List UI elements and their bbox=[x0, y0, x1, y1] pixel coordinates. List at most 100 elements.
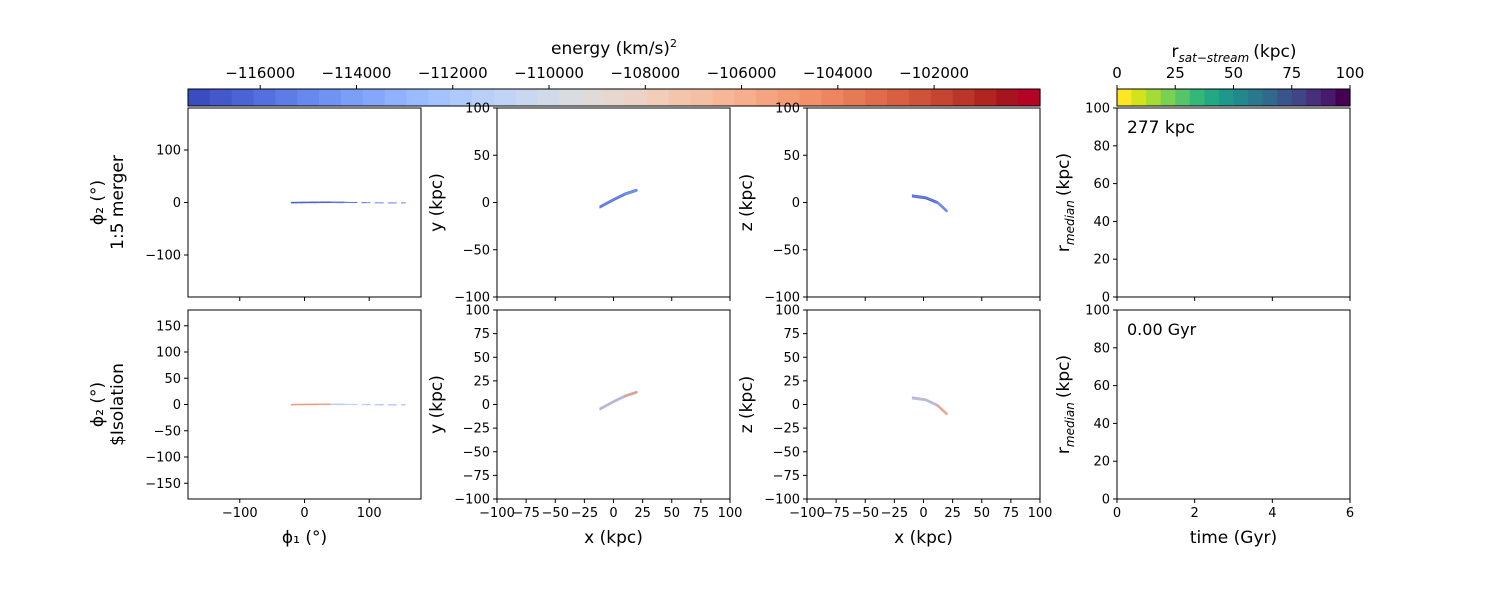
colorbar-cell bbox=[406, 89, 429, 106]
y-axis-label: y (kpc) bbox=[427, 173, 447, 232]
distance-colorbar-ticks: 0 25 50 75 100 bbox=[1112, 64, 1364, 89]
x-tick-label: 100 bbox=[1028, 506, 1053, 521]
y-tick-label: 50 bbox=[783, 149, 800, 164]
colorbar-cell bbox=[1320, 89, 1337, 106]
y-tick-label: −50 bbox=[773, 243, 800, 258]
colorbar-cell bbox=[887, 89, 910, 106]
x-axis-label: x (kpc) bbox=[584, 528, 643, 548]
y-axis-label: z (kpc) bbox=[737, 376, 757, 434]
x-tick-label: 75 bbox=[693, 506, 710, 521]
y-tick-label: 40 bbox=[1093, 417, 1110, 432]
panel-sky_merger: −100 0 100 ϕ₂ (°) 1:5 merger bbox=[88, 107, 422, 301]
stream-tip bbox=[936, 404, 948, 416]
colorbar-cell bbox=[253, 89, 276, 106]
panel-xz_isolation: −100−75 −50 −25 0 25 50 75 100−100−75−50−250255… bbox=[737, 304, 1052, 549]
colorbar-tick-label: −108000 bbox=[610, 64, 680, 82]
colorbar-cell bbox=[821, 89, 844, 106]
panel-xz_merger: −100 −50 0 50 100 z (kpc) bbox=[737, 102, 1041, 306]
y-axis-label-group: 1:5 merger bbox=[108, 155, 128, 250]
y-tick-label: 150 bbox=[156, 319, 181, 334]
y-tick-label: −50 bbox=[463, 243, 490, 258]
colorbar-cell bbox=[908, 89, 932, 106]
colorbar-tick-label: −106000 bbox=[707, 64, 777, 82]
colorbar-cell bbox=[865, 89, 888, 106]
colorbar-cell bbox=[537, 89, 560, 106]
energy-colorbar-frame bbox=[187, 88, 1041, 107]
y-tick-label: −100 bbox=[764, 493, 800, 508]
colorbar-tick-label: 100 bbox=[1336, 64, 1365, 82]
y-tick-label: 0 bbox=[482, 398, 490, 413]
x-tick-label: −25 bbox=[881, 506, 908, 521]
colorbar-cell bbox=[450, 89, 473, 106]
panel-rmed_merger: 0 20 40 60 80 100 rmedian (kpc) 277 kpc bbox=[1054, 102, 1351, 306]
y-tick-label: −100 bbox=[454, 493, 490, 508]
colorbar-cell bbox=[1160, 89, 1176, 106]
colorbar-cell bbox=[1262, 89, 1278, 106]
colorbar-tick-label: 75 bbox=[1282, 64, 1301, 82]
y-tick-label: −100 bbox=[145, 249, 181, 264]
colorbar-cell bbox=[952, 89, 976, 106]
colorbar-cell bbox=[690, 89, 713, 106]
y-tick-label: 0 bbox=[173, 398, 181, 413]
colorbar-cell bbox=[493, 89, 517, 106]
y-axis-label: ϕ₂ (°) bbox=[88, 180, 108, 225]
x-tick-label: 100 bbox=[357, 506, 382, 521]
colorbar-cell bbox=[1018, 89, 1041, 106]
colorbar-cell bbox=[974, 89, 997, 106]
colorbar-tick-label: −116000 bbox=[225, 64, 295, 82]
x-tick-label: 25 bbox=[944, 506, 961, 521]
y-axis-label-sub: median bbox=[1063, 200, 1077, 245]
x-tick-label: 0 bbox=[919, 506, 927, 521]
stream-tip bbox=[936, 201, 948, 213]
y-tick-label: −50 bbox=[154, 424, 181, 439]
colorbar-cell bbox=[1306, 89, 1322, 106]
stream-marks bbox=[290, 201, 406, 204]
y-tick-label: 50 bbox=[473, 351, 490, 366]
y-axis-label-main: r bbox=[1054, 245, 1074, 252]
colorbar-cell bbox=[1218, 89, 1235, 106]
y-tick-label: −100 bbox=[145, 451, 181, 466]
y-tick-label: 40 bbox=[1093, 215, 1110, 230]
colorbar-cell bbox=[1204, 89, 1220, 106]
y-tick-label: 0 bbox=[792, 398, 800, 413]
colorbar-cell bbox=[1291, 89, 1307, 106]
stream-marks bbox=[599, 188, 638, 209]
stream-track bbox=[599, 392, 637, 411]
colorbar-cell bbox=[1335, 89, 1351, 106]
x-tick-label: −100 bbox=[789, 506, 825, 521]
y-tick-label: 60 bbox=[1093, 379, 1110, 394]
y-tick-label: −50 bbox=[463, 445, 490, 460]
axes-frame bbox=[806, 107, 1041, 298]
colorbar-cell bbox=[1146, 89, 1162, 106]
colorbar-cell bbox=[930, 89, 954, 106]
colorbar-cell bbox=[646, 89, 670, 106]
colorbar-cell bbox=[1277, 89, 1293, 106]
colorbar-cell bbox=[319, 89, 342, 106]
x-tick-label: 75 bbox=[1003, 506, 1020, 521]
x-tick-label: 50 bbox=[663, 506, 680, 521]
colorbar-cell bbox=[1117, 89, 1133, 106]
y-axis-label: z (kpc) bbox=[737, 174, 757, 232]
y-tick-label: 75 bbox=[473, 327, 490, 342]
colorbar-cell bbox=[799, 89, 823, 106]
colorbar-cell bbox=[231, 89, 255, 106]
y-tick-label: −150 bbox=[145, 477, 181, 492]
axes-frame bbox=[1116, 107, 1351, 298]
y-tick-label: −50 bbox=[773, 445, 800, 460]
x-tick-label: −75 bbox=[822, 506, 849, 521]
x-tick-label: −100 bbox=[222, 506, 258, 521]
stream-marks bbox=[290, 403, 406, 406]
y-tick-label: 20 bbox=[1093, 253, 1110, 268]
y-tick-label: 80 bbox=[1093, 139, 1110, 154]
colorbar-cell bbox=[1175, 89, 1191, 106]
stream-track bbox=[599, 190, 637, 209]
colorbar-cell bbox=[603, 89, 626, 106]
y-tick-label: 0 bbox=[1102, 493, 1110, 508]
y-tick-label: −75 bbox=[463, 469, 490, 484]
colorbar-tick-label: −102000 bbox=[899, 64, 969, 82]
x-axis-label: ϕ₁ (°) bbox=[282, 528, 327, 548]
x-tick-label: 2 bbox=[1191, 506, 1199, 521]
y-tick-label: 0 bbox=[792, 196, 800, 211]
